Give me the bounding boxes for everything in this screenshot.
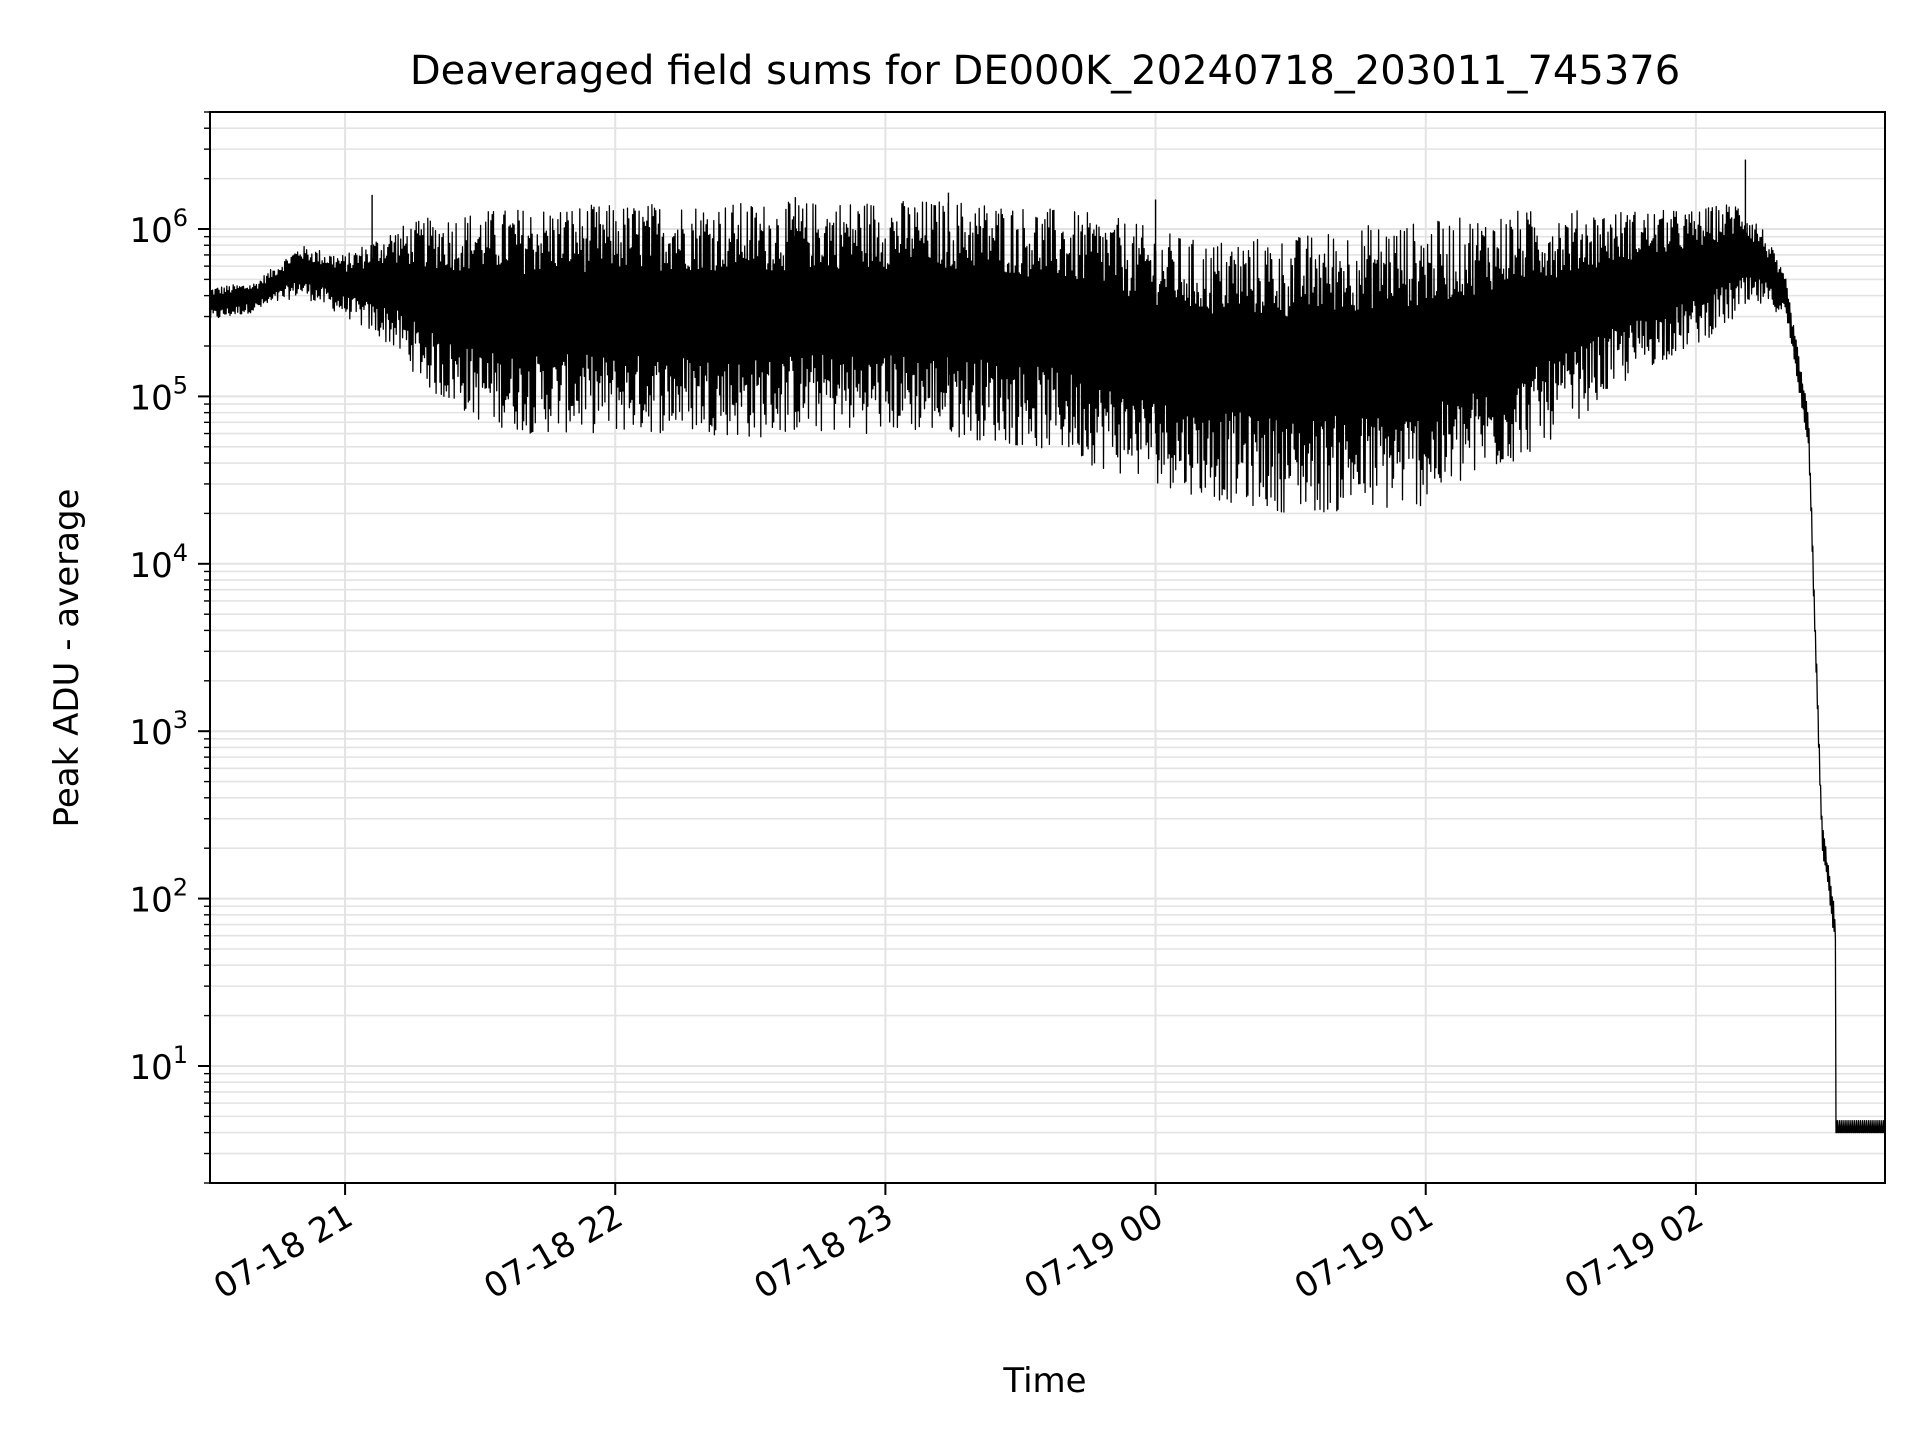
series-line (209, 201, 1886, 1134)
plot-frame (209, 111, 1886, 1184)
y-tick-label: 106 (129, 204, 188, 251)
data-series (209, 159, 1886, 1134)
x-axis-label: Time (1002, 1361, 1086, 1401)
y-tick-label: 105 (129, 371, 188, 418)
y-axis-label: Peak ADU - average (47, 489, 87, 828)
chart-title: Deaveraged field sums for DE000K_2024071… (410, 48, 1680, 94)
y-tick-label: 102 (129, 874, 188, 921)
y-tick-label: 101 (129, 1041, 188, 1088)
y-tick-label: 104 (129, 539, 188, 586)
y-tick-label: 103 (129, 706, 188, 753)
